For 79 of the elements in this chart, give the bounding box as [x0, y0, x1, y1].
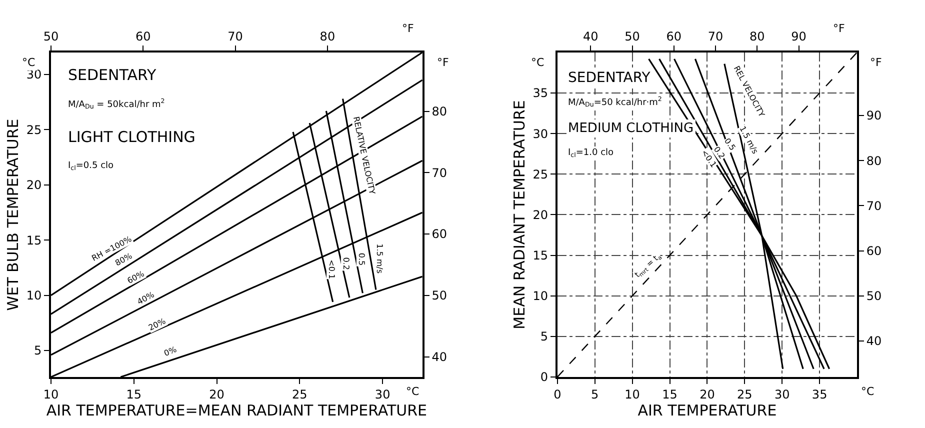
x-tick-label: 30	[374, 387, 390, 402]
y2-tick-label: 90	[866, 108, 882, 123]
text: °C	[861, 385, 874, 398]
y-axis-title: MEAN RADIANT TEMPERATURE	[510, 100, 528, 330]
y-tick-label: 5	[540, 330, 548, 344]
text: °F	[833, 22, 845, 35]
x2-tick-label: 50	[624, 30, 640, 44]
y2-tick-label: 50	[432, 288, 448, 303]
y2-tick-label: 80	[866, 154, 882, 168]
y2-tick-label: 80	[432, 104, 448, 119]
x-tick-label: 15	[662, 387, 678, 402]
annotation: 60%	[126, 269, 146, 286]
y2-tick-label: 60	[866, 244, 882, 258]
y-tick-label: 25	[532, 167, 548, 182]
annotation: 40%	[136, 290, 156, 306]
annotation: RELATIVE VELOCITY	[351, 116, 377, 196]
y-tick-label: 0	[540, 370, 548, 384]
annotation: 20%	[147, 316, 168, 332]
annotation: LIGHT CLOTHING	[68, 128, 196, 146]
annotation: <0.1	[326, 260, 336, 280]
x2-tick-label: 70	[708, 30, 724, 44]
x-axis-title: AIR TEMPERATURE=MEAN RADIANT TEMPERATURE	[46, 401, 428, 420]
x-tick-label: 15	[126, 387, 142, 402]
annotation: MEDIUM CLOTHING	[568, 121, 694, 136]
x2-tick-label: 50	[43, 30, 59, 44]
y2-tick-label: 40	[866, 334, 882, 348]
x-tick-label: 5	[591, 387, 599, 402]
x-tick-label: 10	[624, 387, 640, 402]
annotation: 1.5 m/s	[375, 244, 384, 274]
x-tick-label: 25	[292, 387, 308, 402]
y-tick-label: 5	[34, 344, 42, 358]
annotation: 0.5	[356, 252, 366, 266]
y-tick-label: 30	[532, 126, 548, 141]
x-axis-title: AIR TEMPERATURE	[638, 401, 777, 420]
x-tick-label: 30	[774, 387, 790, 402]
annotation: 1.5 m/s	[738, 124, 760, 156]
y-tick-label: 10	[532, 289, 548, 304]
y2-tick-label: 40	[432, 350, 448, 364]
text: °F	[870, 56, 882, 69]
annotation: SEDENTARY	[68, 66, 157, 84]
y-tick-label: 20	[26, 178, 42, 192]
x-tick-label: 25	[737, 387, 752, 402]
annotation: I$_{cl}$=0.5 clo	[68, 161, 114, 172]
x-tick-label: 20	[209, 387, 224, 402]
x2-tick-label: 80	[320, 30, 336, 44]
text: °C	[406, 385, 420, 398]
y-tick-label: 25	[26, 122, 42, 137]
x-tick-label: 10	[43, 387, 59, 402]
annotation: 0.2	[341, 257, 350, 270]
x2-tick-label: 60	[666, 30, 682, 44]
x-tick-label: 20	[700, 387, 715, 402]
annotation: 0.2	[712, 145, 727, 161]
x2-tick-label: 70	[228, 30, 243, 44]
y-tick-label: 35	[532, 86, 548, 100]
annotation: I$_{cl}$=1.0 clo	[568, 148, 614, 159]
annotation: 0%	[162, 344, 178, 358]
y2-tick-label: 60	[432, 227, 448, 242]
x2-tick-label: 90	[791, 30, 806, 44]
y-tick-label: 10	[26, 288, 42, 303]
text: °F	[402, 22, 414, 35]
x-tick-label: 35	[812, 387, 828, 402]
y-tick-label: 15	[532, 248, 548, 262]
x2-tick-label: 60	[136, 30, 151, 44]
y2-tick-label: 70	[432, 166, 448, 180]
annotation: M/A$_{Du}$=50 kcal/hr·m$^{2}$	[568, 96, 662, 109]
y-tick-label: 15	[26, 233, 42, 248]
y2-tick-label: 50	[866, 289, 882, 304]
y2-tick-label: 70	[866, 198, 882, 213]
text: °F	[437, 56, 449, 69]
text: °C	[531, 56, 544, 69]
annotation: SEDENTARY	[568, 70, 651, 86]
y-tick-label: 20	[532, 208, 548, 222]
x2-tick-label: 80	[750, 30, 765, 44]
x2-tick-label: 40	[583, 30, 598, 44]
x-tick-label: 0	[554, 387, 562, 402]
annotation: 0.5	[722, 136, 738, 152]
y-axis-title: WET BULB TEMPERATURE	[4, 118, 22, 311]
annotation: M/A$_{Du}$ = 50kcal/hr m$^{2}$	[68, 98, 165, 111]
text: °C	[22, 56, 36, 69]
